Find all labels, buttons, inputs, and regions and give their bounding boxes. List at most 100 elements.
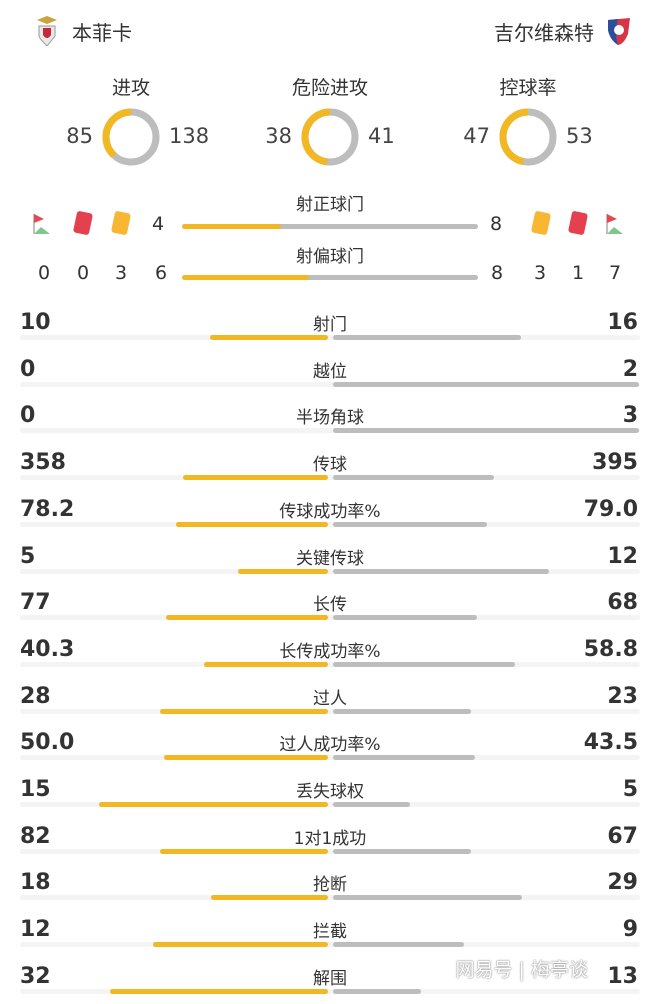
away-shots-on-target: 8 <box>490 213 503 235</box>
stat-track <box>20 895 640 901</box>
stat-row: 18 抢断 29 <box>0 864 660 910</box>
donut-label: 进攻 <box>111 77 150 99</box>
stat-label: 传球 <box>313 455 347 476</box>
stat-away-value: 58.8 <box>583 636 638 662</box>
donut-home-arc <box>301 108 359 166</box>
stat-home-value: 12 <box>20 917 51 943</box>
stat-home-bar <box>160 708 328 714</box>
stat-away-value: 395 <box>592 450 638 476</box>
stat-away-bar <box>333 895 522 901</box>
stat-away-value: 13 <box>607 963 638 989</box>
stat-away-value: 12 <box>607 543 638 569</box>
away-team[interactable]: 吉尔维森特 <box>494 16 632 46</box>
donut-chart <box>499 108 557 166</box>
stat-away-value: 23 <box>607 683 638 709</box>
stat-away-value: 29 <box>607 870 638 896</box>
stat-track <box>20 755 640 761</box>
stat-row: 5 关键传球 12 <box>0 538 660 584</box>
stat-away-value: 68 <box>607 590 638 616</box>
donut-home-value: 85 <box>66 124 93 148</box>
watermark: 网易号 | 梅亭谈 <box>455 959 588 981</box>
donut-home-arc <box>102 108 160 166</box>
away-shots-off-target: 8 <box>490 262 504 284</box>
shots-off-target-bar <box>182 275 478 280</box>
home-team-name: 本菲卡 <box>72 20 132 45</box>
home-shots-off-target: 6 <box>154 262 168 284</box>
stat-label: 抢断 <box>313 875 347 896</box>
stat-away-bar <box>333 428 639 434</box>
stat-home-bar <box>164 755 328 761</box>
stat-row: 12 拦截 9 <box>0 911 660 957</box>
stat-home-bar <box>110 988 328 994</box>
shots-on-target-label: 射正球门 <box>296 195 364 215</box>
stat-home-bar <box>238 568 328 574</box>
donut-home-arc <box>499 108 557 166</box>
stat-away-value: 5 <box>622 777 638 802</box>
stat-label: 过人 <box>313 688 347 709</box>
donut-label: 控球率 <box>499 77 557 99</box>
stat-home-value: 78.2 <box>20 496 75 522</box>
stat-label: 过人成功率% <box>279 735 381 756</box>
donut-away-value: 53 <box>566 124 593 148</box>
stat-home-bar <box>210 895 328 901</box>
stat-away-value: 2 <box>622 356 638 382</box>
stat-track <box>20 708 640 714</box>
stat-home-value: 82 <box>20 823 51 849</box>
stat-away-bar <box>333 708 471 714</box>
stat-home-value: 18 <box>20 870 51 896</box>
stat-away-bar <box>333 802 410 807</box>
stat-away-value: 16 <box>607 310 638 335</box>
gil-vicente-crest-icon <box>608 18 630 45</box>
donut-home-value: 38 <box>265 124 292 148</box>
stat-row: 10 射门 16 <box>0 304 660 350</box>
stat-label: 传球成功率% <box>279 501 381 522</box>
donut-chart <box>102 108 160 166</box>
stat-row: 15 丢失球权 5 <box>0 771 660 817</box>
stat-home-bar <box>165 615 328 621</box>
stat-home-value: 40.3 <box>20 636 75 662</box>
stat-track <box>20 475 640 481</box>
shots-on-target-bar <box>182 224 478 229</box>
stat-row: 40.3 长传成功率% 58.8 <box>0 631 660 677</box>
home-team[interactable]: 本菲卡 <box>34 16 132 46</box>
donut-chart <box>301 108 359 166</box>
shots-off-target-label: 射偏球门 <box>296 247 364 267</box>
stat-away-bar <box>333 661 515 667</box>
stat-row: 358 传球 395 <box>0 444 660 490</box>
stat-label: 长传成功率% <box>279 641 381 662</box>
stat-away-bar <box>333 381 639 387</box>
stat-track <box>20 615 640 621</box>
stat-away-bar <box>333 615 477 621</box>
stat-label: 解围 <box>313 968 347 989</box>
away-yellow-card-icon <box>531 211 551 235</box>
stat-home-value: 358 <box>20 450 66 476</box>
stat-label: 半场角球 <box>296 408 364 429</box>
shots-off-target-home-fill <box>182 275 309 280</box>
home-corners: 0 <box>37 262 51 284</box>
stat-home-value: 28 <box>20 683 51 709</box>
stat-away-value: 79.0 <box>583 496 638 522</box>
donut-away-value: 138 <box>169 124 210 148</box>
stat-home-value: 0 <box>20 403 36 429</box>
stat-track <box>20 848 640 854</box>
stat-home-bar <box>210 335 328 340</box>
stat-row: 0 半场角球 3 <box>0 397 660 443</box>
donut-away-value: 41 <box>368 124 395 148</box>
stat-home-value: 32 <box>20 963 51 989</box>
stat-home-value: 15 <box>20 777 51 802</box>
stat-label: 射门 <box>313 315 347 335</box>
stat-track <box>20 521 640 527</box>
stat-home-bar <box>159 848 328 854</box>
stat-away-value: 9 <box>622 917 638 943</box>
stat-home-value: 77 <box>20 590 51 616</box>
home-yellow-card-icon <box>111 211 131 235</box>
away-yellow-cards: 3 <box>533 262 547 284</box>
home-red-card-icon <box>73 211 93 235</box>
donut-home-value: 47 <box>463 124 490 148</box>
away-corner-flag-icon <box>606 214 623 234</box>
stat-away-value: 43.5 <box>583 730 638 756</box>
stat-home-bar <box>203 661 328 667</box>
stat-track <box>20 661 640 667</box>
stat-track <box>20 802 640 807</box>
stat-away-bar <box>333 988 422 994</box>
